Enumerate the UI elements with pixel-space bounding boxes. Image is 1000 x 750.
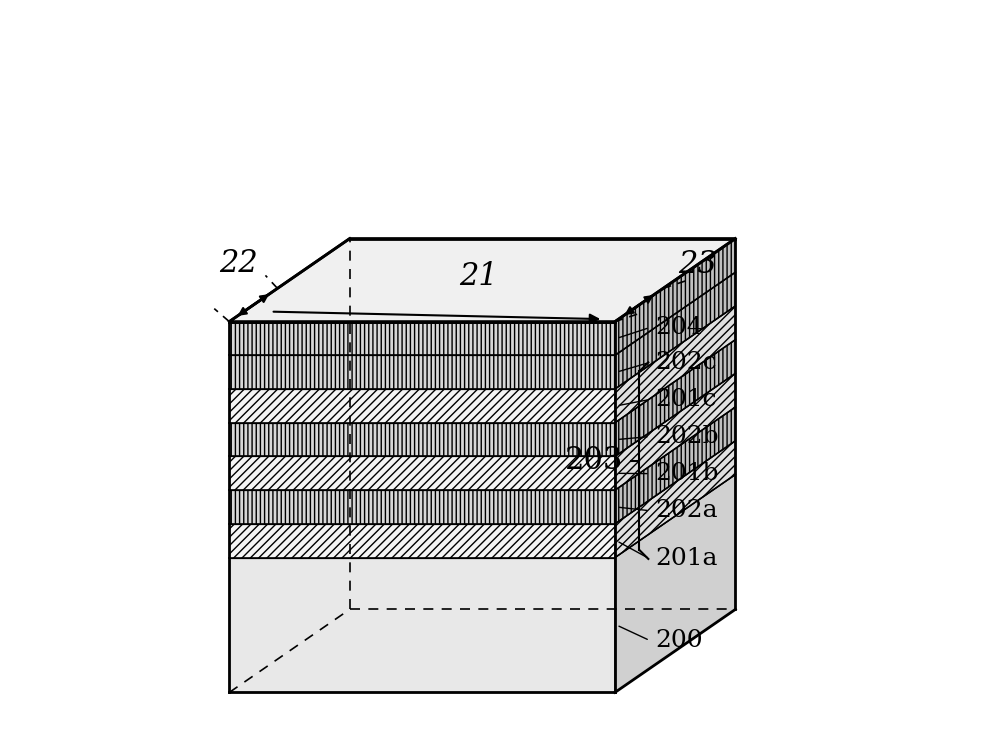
Text: 202c: 202c	[656, 351, 717, 374]
Polygon shape	[615, 306, 735, 423]
Polygon shape	[229, 356, 615, 389]
Polygon shape	[615, 407, 735, 524]
Text: 202a: 202a	[656, 500, 718, 522]
Polygon shape	[615, 238, 735, 356]
Polygon shape	[615, 272, 735, 389]
Polygon shape	[615, 340, 735, 457]
Text: 200: 200	[656, 629, 703, 652]
Text: 202b: 202b	[656, 425, 719, 448]
Polygon shape	[229, 423, 615, 457]
Text: 201b: 201b	[656, 462, 719, 485]
Text: 22: 22	[219, 248, 258, 279]
Polygon shape	[229, 238, 735, 322]
Text: 201c: 201c	[656, 388, 717, 411]
Text: 201a: 201a	[656, 548, 718, 571]
Text: 23: 23	[678, 249, 716, 280]
Polygon shape	[229, 490, 615, 524]
Polygon shape	[229, 322, 615, 356]
Text: 204: 204	[656, 316, 703, 339]
Polygon shape	[229, 389, 615, 423]
Polygon shape	[615, 374, 735, 490]
Polygon shape	[229, 457, 615, 490]
Text: 203: 203	[565, 446, 623, 476]
Polygon shape	[229, 524, 615, 557]
Polygon shape	[615, 441, 735, 557]
Polygon shape	[615, 475, 735, 692]
Polygon shape	[229, 557, 615, 692]
Text: 21: 21	[460, 261, 498, 292]
